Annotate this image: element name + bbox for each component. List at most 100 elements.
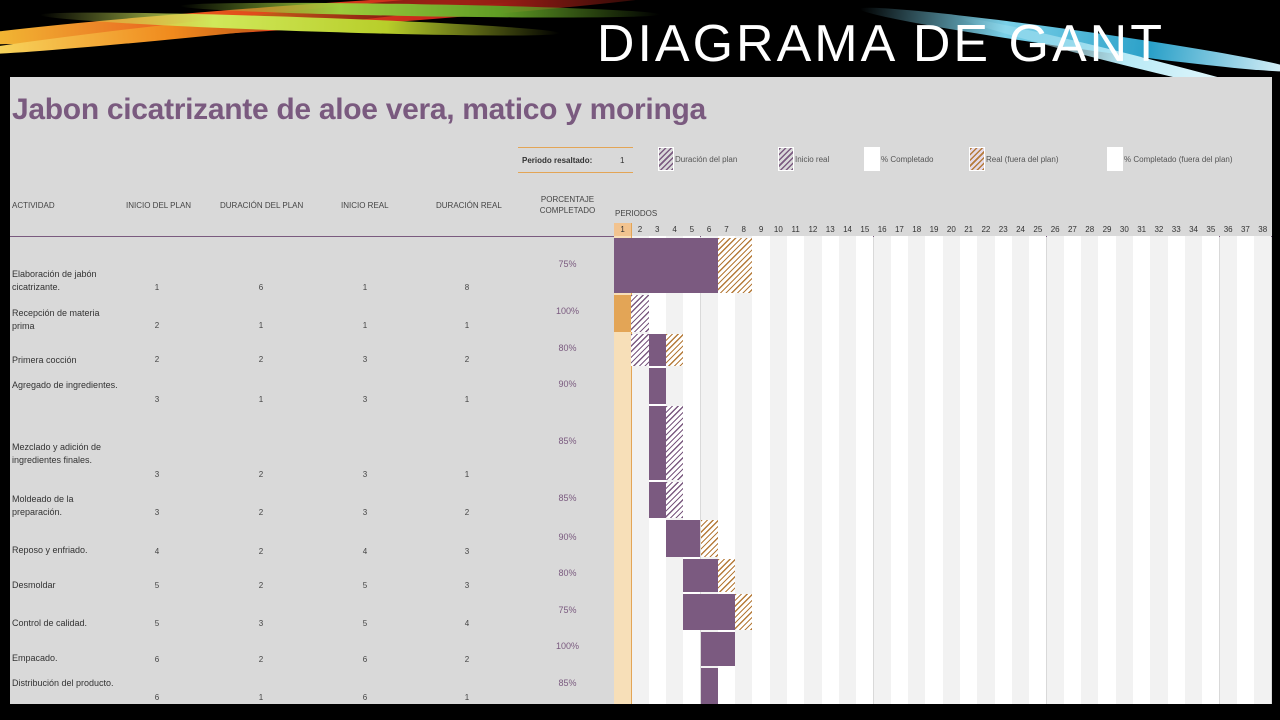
cell-real-duration: 2 xyxy=(464,655,470,664)
period-number: 27 xyxy=(1067,225,1077,234)
period-column xyxy=(942,236,960,704)
cell-plan-start: 3 xyxy=(154,470,160,479)
period-number: 5 xyxy=(689,225,695,234)
cell-percent: 90% xyxy=(558,532,577,542)
period-number: 10 xyxy=(773,225,783,234)
period-number: 37 xyxy=(1240,225,1250,234)
cell-real-start: 6 xyxy=(362,655,368,664)
cell-real-duration: 2 xyxy=(464,508,470,517)
cell-real-start: 6 xyxy=(362,693,368,702)
period-column xyxy=(908,236,926,704)
legend-swatch-icon xyxy=(864,147,880,171)
highlighted-period-value[interactable]: 1 xyxy=(620,156,625,165)
project-title: Jabon cicatrizante de aloe vera, matico … xyxy=(12,93,706,126)
cell-plan-duration: 3 xyxy=(258,619,264,628)
period-column xyxy=(1184,236,1203,704)
cell-plan-duration: 2 xyxy=(258,547,264,556)
actual-bar xyxy=(648,368,666,404)
period-number: 34 xyxy=(1189,225,1198,234)
period-number: 2 xyxy=(637,225,643,234)
cell-plan-start: 6 xyxy=(154,693,160,702)
period-column xyxy=(1081,236,1099,704)
period-column xyxy=(1167,236,1185,704)
cell-real-duration: 1 xyxy=(464,321,470,330)
period-number: 16 xyxy=(877,225,887,234)
period-number: 7 xyxy=(724,225,729,234)
period-number: 11 xyxy=(791,225,800,234)
period-column xyxy=(821,236,839,704)
period-column xyxy=(614,236,632,704)
decorative-banner xyxy=(0,0,1280,80)
activity-name: Desmoldar xyxy=(12,580,56,590)
period-column xyxy=(1150,236,1168,704)
cell-plan-duration: 6 xyxy=(258,283,264,292)
cell-plan-start: 3 xyxy=(154,508,160,517)
cell-plan-start: 5 xyxy=(154,581,160,590)
cell-plan-duration: 2 xyxy=(258,655,264,664)
period-column xyxy=(683,236,701,704)
activity-name: Recepción de materia prima xyxy=(12,308,100,331)
activity-name: Primera cocción xyxy=(12,355,77,365)
column-header-percent: PORCENTAJE COMPLETADO xyxy=(539,195,596,215)
legend: Periodo resaltado: 1 Duración del plan I… xyxy=(518,147,1258,173)
cell-plan-duration: 1 xyxy=(258,395,264,404)
period-column xyxy=(994,236,1012,704)
period-number: 8 xyxy=(741,225,746,234)
activity-name: Mezclado y adición de ingredientes final… xyxy=(12,442,102,465)
legend-label: % Completado xyxy=(881,155,934,164)
activity-name: Reposo y enfriado. xyxy=(12,545,88,555)
activity-name: Distribución del producto. xyxy=(12,678,114,688)
cell-real-start: 5 xyxy=(362,619,368,628)
legend-swatch-icon xyxy=(778,147,794,171)
cell-percent: 85% xyxy=(558,493,577,503)
period-number: 3 xyxy=(655,225,660,234)
period-number: 19 xyxy=(929,225,939,234)
actual-bar xyxy=(614,295,632,332)
cell-plan-start: 2 xyxy=(154,321,160,330)
actual-bar xyxy=(683,559,718,592)
period-number: 1 xyxy=(614,223,632,236)
cell-real-duration: 1 xyxy=(464,470,470,479)
period-number: 22 xyxy=(981,225,991,234)
cell-percent: 100% xyxy=(555,306,580,316)
period-column xyxy=(977,236,995,704)
cell-plan-duration: 1 xyxy=(258,693,264,702)
cell-plan-duration: 1 xyxy=(258,321,264,330)
overrun-bar xyxy=(665,334,684,366)
legend-swatch-icon xyxy=(969,147,985,171)
period-column xyxy=(1236,236,1255,704)
highlighted-period-control[interactable]: Periodo resaltado: 1 xyxy=(518,147,633,173)
period-number: 15 xyxy=(860,225,870,234)
highlighted-period-label: Periodo resaltado: xyxy=(522,156,593,165)
cell-plan-start: 1 xyxy=(154,283,160,292)
period-column xyxy=(1011,236,1030,704)
actual-bar xyxy=(700,632,736,666)
period-column xyxy=(1115,236,1133,704)
actual-bar xyxy=(683,594,736,630)
column-header-real-start: INICIO REAL xyxy=(341,201,389,210)
period-number: 25 xyxy=(1033,225,1043,234)
period-number: 12 xyxy=(808,225,818,234)
period-column xyxy=(1219,236,1237,704)
period-column xyxy=(1046,236,1064,704)
period-number: 30 xyxy=(1119,225,1129,234)
plan-bar xyxy=(631,295,649,332)
overrun-bar xyxy=(735,594,753,630)
highlighted-period-line xyxy=(631,223,633,704)
period-column xyxy=(960,236,978,704)
period-number: 6 xyxy=(706,225,712,234)
period-number: 29 xyxy=(1102,225,1112,234)
period-number: 21 xyxy=(964,225,974,234)
period-number: 23 xyxy=(998,225,1008,234)
period-number: 9 xyxy=(758,225,764,234)
period-number: 38 xyxy=(1258,225,1268,234)
period-column xyxy=(752,236,770,704)
period-column xyxy=(735,236,753,704)
legend-label: Real (fuera del plan) xyxy=(986,155,1059,164)
period-column xyxy=(873,236,891,704)
column-header-activity: ACTIVIDAD xyxy=(12,201,55,210)
cell-real-duration: 8 xyxy=(464,283,470,292)
column-header-plan-start: INICIO DEL PLAN xyxy=(126,201,192,210)
activity-name: Elaboración de jabón cicatrizante. xyxy=(12,269,97,292)
cell-real-start: 1 xyxy=(362,283,368,292)
